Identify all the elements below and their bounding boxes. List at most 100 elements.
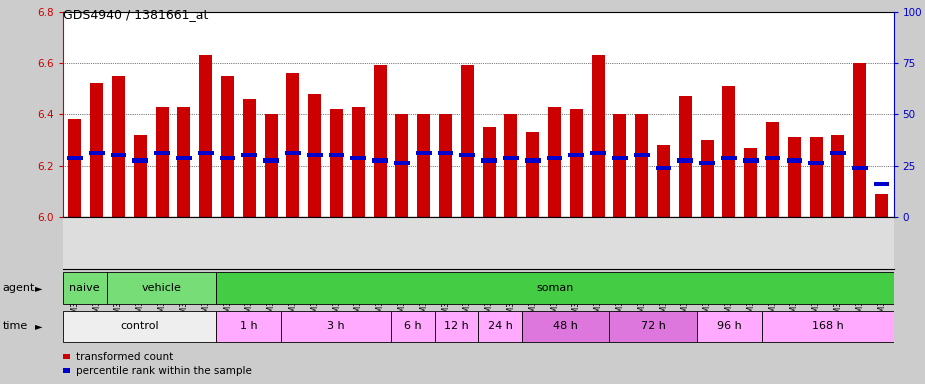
Bar — [308, 94, 321, 217]
Bar — [590, 151, 606, 155]
Bar — [745, 147, 758, 217]
Bar — [569, 153, 585, 157]
Bar — [219, 156, 235, 160]
Text: 12 h: 12 h — [444, 321, 469, 331]
Bar — [330, 109, 343, 217]
Text: ►: ► — [35, 321, 43, 331]
Bar — [853, 63, 867, 217]
Bar — [285, 151, 301, 155]
Bar — [90, 83, 104, 217]
Bar — [657, 145, 670, 217]
Text: agent: agent — [3, 283, 35, 293]
Bar — [435, 311, 478, 342]
Text: naive: naive — [69, 283, 100, 293]
Bar — [765, 156, 781, 160]
Bar — [524, 159, 540, 162]
Text: ►: ► — [35, 283, 43, 293]
Bar — [788, 137, 801, 217]
Bar — [830, 151, 845, 155]
Text: 1 h: 1 h — [240, 321, 257, 331]
Bar — [106, 273, 216, 303]
Bar — [592, 55, 605, 217]
Bar — [677, 159, 693, 162]
Bar — [699, 161, 715, 165]
Bar — [722, 86, 735, 217]
Bar — [483, 127, 496, 217]
Bar — [832, 135, 845, 217]
Bar — [68, 119, 81, 217]
Bar — [216, 273, 894, 303]
Bar — [112, 76, 125, 217]
Bar — [635, 114, 648, 217]
Bar — [522, 311, 610, 342]
Bar — [548, 106, 561, 217]
Bar — [242, 99, 256, 217]
Bar — [395, 114, 409, 217]
Bar — [547, 156, 562, 160]
Text: soman: soman — [536, 283, 574, 293]
Bar — [438, 151, 453, 155]
Bar — [67, 156, 82, 160]
Bar — [743, 159, 758, 162]
Bar — [134, 135, 147, 217]
Bar — [786, 159, 802, 162]
Bar — [610, 311, 697, 342]
Bar — [503, 156, 519, 160]
Bar — [656, 166, 672, 170]
Bar — [874, 182, 890, 185]
Bar — [460, 153, 475, 157]
Bar — [154, 151, 170, 155]
Text: 168 h: 168 h — [812, 321, 844, 331]
Bar — [63, 311, 216, 342]
Bar — [352, 106, 364, 217]
Bar — [766, 122, 779, 217]
Bar — [809, 137, 822, 217]
Bar — [89, 151, 105, 155]
Text: 96 h: 96 h — [717, 321, 742, 331]
Bar — [241, 153, 257, 157]
Bar — [176, 156, 191, 160]
Bar — [852, 166, 868, 170]
Text: time: time — [3, 321, 28, 331]
Bar — [281, 311, 390, 342]
Text: 3 h: 3 h — [327, 321, 345, 331]
Bar — [612, 156, 628, 160]
Bar — [216, 311, 281, 342]
Bar — [762, 311, 894, 342]
Bar — [808, 161, 824, 165]
Text: transformed count: transformed count — [76, 352, 173, 362]
Bar — [351, 156, 366, 160]
Bar — [132, 159, 148, 162]
Bar — [390, 311, 435, 342]
Bar — [374, 65, 387, 217]
Text: percentile rank within the sample: percentile rank within the sample — [76, 366, 252, 376]
Bar — [417, 114, 430, 217]
Bar — [461, 65, 474, 217]
Bar — [178, 106, 191, 217]
Bar — [481, 159, 497, 162]
Bar — [287, 73, 300, 217]
Bar — [199, 55, 212, 217]
Text: GDS4940 / 1381661_at: GDS4940 / 1381661_at — [63, 8, 208, 22]
Bar — [700, 140, 714, 217]
Bar — [722, 156, 737, 160]
Bar — [198, 151, 214, 155]
Text: 48 h: 48 h — [553, 321, 578, 331]
Bar — [416, 151, 432, 155]
Bar — [526, 132, 539, 217]
Bar — [504, 114, 517, 217]
Bar — [155, 106, 168, 217]
Text: vehicle: vehicle — [142, 283, 181, 293]
Bar — [439, 114, 452, 217]
Text: control: control — [120, 321, 159, 331]
Bar — [63, 273, 106, 303]
Bar — [264, 159, 279, 162]
Bar — [307, 153, 323, 157]
Text: 24 h: 24 h — [487, 321, 512, 331]
Bar — [679, 96, 692, 217]
Bar — [613, 114, 626, 217]
Bar — [634, 153, 649, 157]
Bar — [697, 311, 762, 342]
Bar — [221, 76, 234, 217]
Text: 72 h: 72 h — [641, 321, 665, 331]
